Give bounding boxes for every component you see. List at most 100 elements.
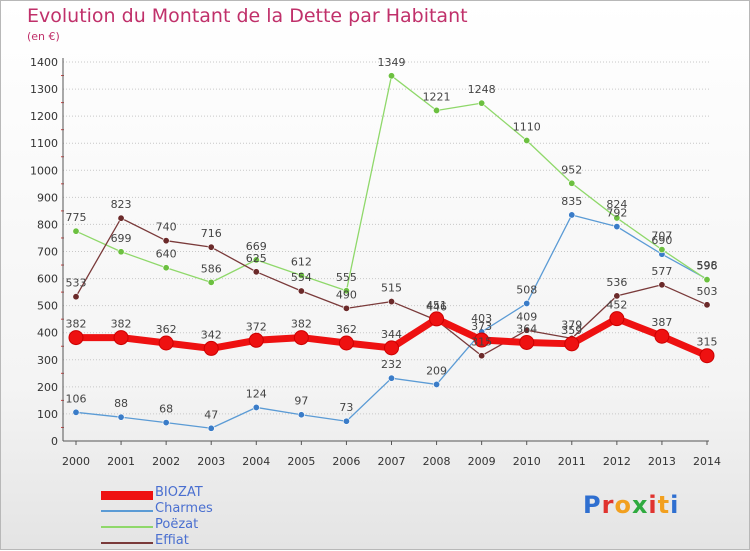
x-tick-label: 2003 [197,455,225,468]
data-label: 451 [426,299,447,312]
data-label: 88 [114,397,128,410]
data-point [654,328,670,344]
data-point [252,256,260,264]
x-tick-label: 2009 [468,455,496,468]
y-tick-label: 600 [37,273,58,286]
logo-letter: i [670,491,680,519]
y-tick-label: 0 [51,435,58,448]
y-tick-label: 400 [37,327,58,340]
data-label: 68 [159,403,173,416]
data-label: 344 [381,328,402,341]
data-label: 97 [294,395,308,408]
logo-letter: t [657,491,671,519]
data-label: 315 [697,336,718,349]
data-point [658,281,666,289]
data-label: 690 [651,234,672,247]
chart-unit-label: (en €) [27,30,60,43]
data-point [523,137,531,145]
data-point [384,340,399,356]
data-point [429,311,445,327]
y-tick-label: 700 [37,246,58,259]
data-label: 625 [246,252,267,265]
data-label: 669 [246,240,267,253]
data-label: 382 [111,318,132,331]
data-point [519,334,535,350]
data-point [342,287,350,295]
data-point [162,419,170,427]
x-tick-label: 2006 [332,455,360,468]
data-label: 716 [201,227,222,240]
data-point [72,227,80,235]
y-tick-label: 500 [37,300,58,313]
data-label: 555 [336,271,357,284]
data-labels: 106 88 68 47 124 97 73 232 209 403 508 835 792 690 598… [66,56,718,421]
data-point [699,348,715,364]
data-label: 1110 [513,121,541,134]
data-point [252,403,260,411]
y-tick-label: 200 [37,381,58,394]
x-tick-label: 2001 [107,455,135,468]
legend-label: BIOZAT [155,485,203,500]
data-point [703,301,711,309]
data-label: 823 [111,198,132,211]
data-label: 515 [381,282,402,295]
logo-letter: i [648,491,658,519]
data-point [162,264,170,272]
data-point [523,299,531,307]
data-point [338,335,354,351]
data-point [297,287,305,295]
data-label: 792 [606,207,627,220]
x-tick-label: 2011 [558,455,586,468]
data-label: 586 [201,262,222,275]
logo-letter: r [601,491,615,519]
x-tick-label: 2000 [62,455,90,468]
data-point [117,413,125,421]
data-label: 209 [426,364,447,377]
data-point [342,417,350,425]
data-label: 452 [606,299,627,312]
data-point [162,237,170,245]
y-tick-label: 1000 [30,164,58,177]
y-tick-label: 900 [37,191,58,204]
x-tick-label: 2012 [603,455,631,468]
data-label: 382 [291,318,312,331]
logo-letter: x [631,491,649,519]
data-point [68,330,84,346]
data-label: 379 [561,318,582,331]
data-label: 364 [516,322,537,335]
data-point [433,106,441,114]
data-point [248,332,264,348]
data-label: 47 [204,408,218,421]
data-point [703,276,711,284]
y-tick-label: 1400 [30,56,58,69]
legend-swatch [101,510,153,512]
data-point [478,352,486,360]
data-point [113,330,129,346]
x-tick-label: 2007 [378,455,406,468]
data-label: 577 [651,265,672,278]
data-label: 342 [201,328,222,341]
data-point [203,340,219,356]
data-point [297,271,305,279]
data-point [117,214,125,222]
y-tick-label: 100 [37,408,58,421]
data-point [207,243,215,251]
data-label: 503 [697,285,718,298]
data-label: 952 [561,163,582,176]
data-label: 598 [697,259,718,272]
y-tick-label: 300 [37,354,58,367]
y-tick-label: 1200 [30,110,58,123]
data-label: 596 [697,260,718,273]
data-point [568,179,576,187]
x-tick-label: 2004 [242,455,270,468]
data-label: 372 [246,320,267,333]
data-point [478,99,486,107]
data-label: 387 [651,316,672,329]
data-label: 490 [336,288,357,301]
x-tick-label: 2014 [693,455,721,468]
data-label: 740 [156,221,177,234]
data-label: 699 [111,232,132,245]
data-point [72,293,80,301]
data-label: 315 [471,336,492,349]
legend-label: Poëzat [155,517,199,532]
